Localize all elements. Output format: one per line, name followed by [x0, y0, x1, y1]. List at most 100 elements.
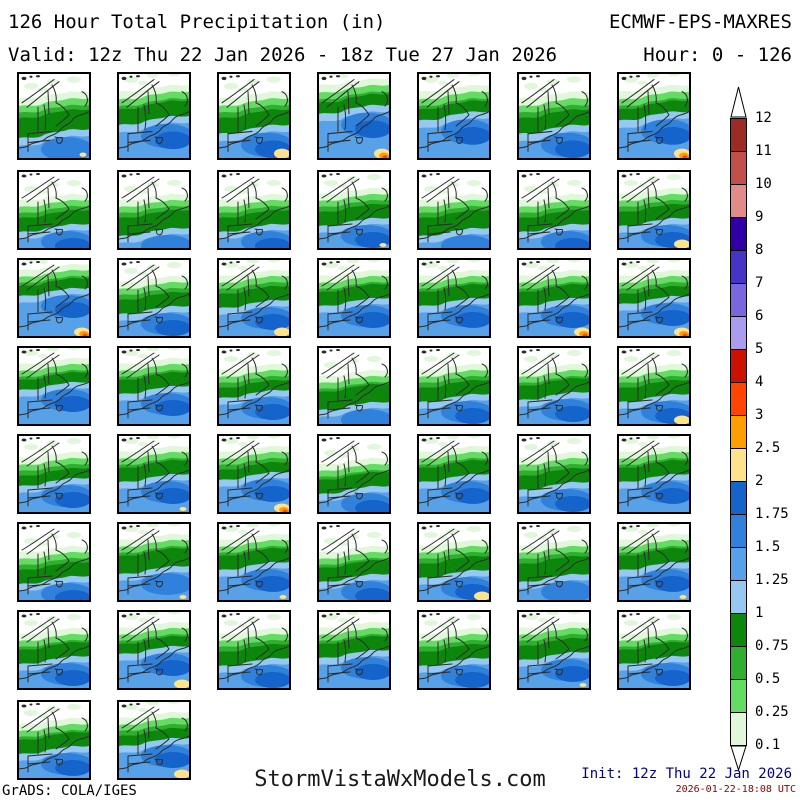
colorbar-label: 4	[755, 374, 764, 390]
ensemble-panel	[617, 72, 691, 160]
colorbar-segment	[730, 547, 747, 581]
colorbar-segment	[730, 712, 747, 746]
ensemble-panel	[517, 610, 591, 690]
ensemble-panel	[117, 258, 191, 338]
colorbar-label: 10	[755, 176, 772, 192]
panel-map	[319, 436, 389, 512]
colorbar-label: 5	[755, 341, 764, 357]
colorbar-label: 11	[755, 143, 772, 159]
panel-map	[619, 74, 689, 158]
panel-map	[19, 702, 89, 778]
panel-map	[419, 524, 489, 600]
creation-timestamp: 2026-01-22-18:08 UTC	[675, 784, 796, 795]
ensemble-panel	[517, 434, 591, 514]
panel-map	[119, 172, 189, 248]
ensemble-panel	[417, 346, 491, 426]
panel-map	[119, 348, 189, 424]
panel-map	[519, 348, 589, 424]
colorbar-down-arrow	[730, 745, 747, 771]
colorbar-segment	[730, 679, 747, 713]
colorbar-label: 6	[755, 308, 764, 324]
colorbar-segment	[730, 250, 747, 284]
colorbar-segment	[730, 118, 747, 152]
panel-map	[119, 612, 189, 688]
panel-map	[519, 172, 589, 248]
init-time: Init: 12z Thu 22 Jan 2026	[581, 766, 792, 782]
panel-map	[19, 74, 89, 158]
ensemble-panel	[17, 72, 91, 160]
colorbar-label: 0.1	[755, 737, 781, 753]
colorbar-label: 1.25	[755, 572, 789, 588]
colorbar-label: 1	[755, 605, 764, 621]
hour-range: Hour: 0 - 126	[643, 44, 792, 66]
colorbar-segment	[730, 283, 747, 317]
colorbar-segment	[730, 316, 747, 350]
panel-map	[619, 612, 689, 688]
ensemble-panel	[317, 258, 391, 338]
panel-map	[419, 260, 489, 336]
panel-map	[219, 172, 289, 248]
colorbar-label: 3	[755, 407, 764, 423]
panel-map	[519, 436, 589, 512]
panel-map	[119, 260, 189, 336]
panel-map	[19, 436, 89, 512]
panel-map	[619, 260, 689, 336]
panel-map	[219, 436, 289, 512]
ensemble-panel	[117, 522, 191, 602]
ensemble-panel	[117, 170, 191, 250]
ensemble-panel	[317, 170, 391, 250]
ensemble-panel	[217, 258, 291, 338]
panel-map	[319, 260, 389, 336]
ensemble-panel	[117, 700, 191, 780]
panel-map	[419, 612, 489, 688]
ensemble-panel	[117, 610, 191, 690]
colorbar-label: 7	[755, 275, 764, 291]
panel-map	[219, 524, 289, 600]
colorbar-segment	[730, 184, 747, 218]
ensemble-panel	[117, 72, 191, 160]
ensemble-panel	[417, 170, 491, 250]
ensemble-panel	[517, 522, 591, 602]
panel-map	[19, 260, 89, 336]
ensemble-panel	[517, 258, 591, 338]
colorbar-up-arrow	[730, 86, 747, 118]
panel-map	[219, 74, 289, 158]
panel-map	[119, 74, 189, 158]
panel-map	[419, 436, 489, 512]
panel-map	[519, 612, 589, 688]
ensemble-panel	[17, 170, 91, 250]
ensemble-panel	[417, 610, 491, 690]
colorbar-segment	[730, 382, 747, 416]
ensemble-panel	[117, 434, 191, 514]
panel-map	[319, 74, 389, 158]
panel-map	[219, 260, 289, 336]
ensemble-panel	[617, 346, 691, 426]
panel-map	[319, 172, 389, 248]
colorbar-label: 0.5	[755, 671, 781, 687]
colorbar-segment	[730, 481, 747, 515]
ensemble-panel	[317, 72, 391, 160]
panel-map	[19, 524, 89, 600]
colorbar-label: 12	[755, 110, 772, 126]
valid-range: Valid: 12z Thu 22 Jan 2026 - 18z Tue 27 …	[8, 44, 558, 66]
colorbar-segment	[730, 514, 747, 548]
colorbar-segment	[730, 217, 747, 251]
ensemble-panel	[217, 72, 291, 160]
page-title: 126 Hour Total Precipitation (in)	[8, 11, 386, 33]
colorbar-label: 9	[755, 209, 764, 225]
panel-map	[519, 260, 589, 336]
colorbar-label: 2	[755, 473, 764, 489]
ensemble-panel	[117, 346, 191, 426]
ensemble-panel	[217, 610, 291, 690]
panel-map	[619, 172, 689, 248]
ensemble-panel	[517, 170, 591, 250]
colorbar-label: 0.25	[755, 704, 789, 720]
ensemble-panel	[317, 434, 391, 514]
ensemble-panel	[217, 346, 291, 426]
colorbar-segment	[730, 448, 747, 482]
model-name: ECMWF-EPS-MAXRES	[608, 11, 792, 33]
colorbar-label: 1.5	[755, 539, 781, 555]
ensemble-panel	[417, 434, 491, 514]
